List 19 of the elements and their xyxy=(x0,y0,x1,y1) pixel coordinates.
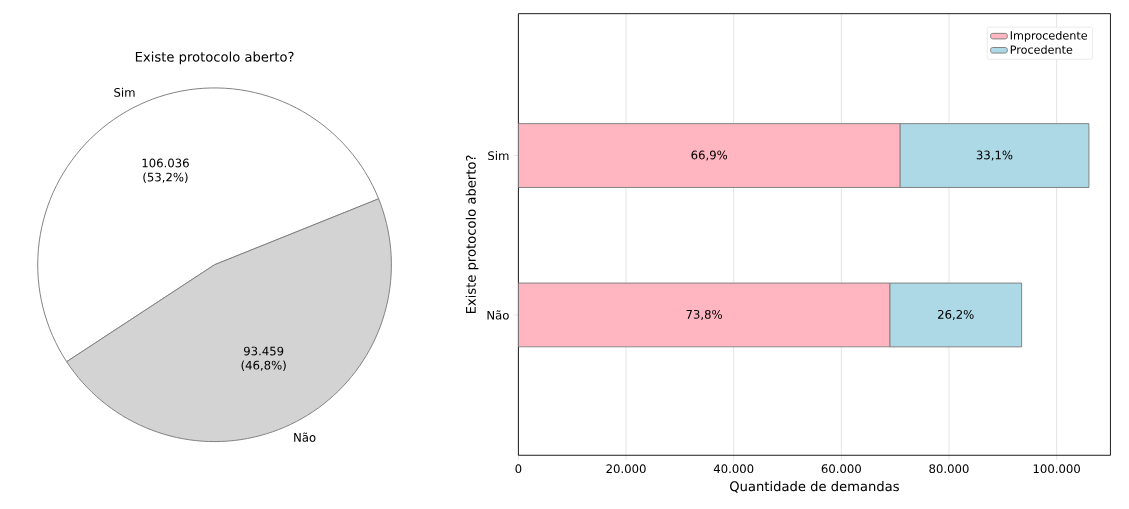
y-axis-title: Existe protocolo aberto? xyxy=(465,155,479,314)
annotation: 66,9% xyxy=(691,150,728,161)
chart-title: Existe protocolo aberto? xyxy=(135,51,294,65)
annotation: 26,2% xyxy=(938,309,974,320)
slice-label: Não xyxy=(294,432,316,442)
slice-label: Sim xyxy=(114,87,135,97)
legend-label: Procedente xyxy=(1010,45,1073,54)
annotation: 33,1% xyxy=(976,150,1013,161)
legend-label: Improcedente xyxy=(1010,31,1088,42)
x-tick-label: 20.000 xyxy=(606,464,646,474)
data-label: 93.459 (46,8%) xyxy=(241,346,286,371)
x-tick-label: 100.000 xyxy=(1033,464,1080,474)
x-tick-label: 60.000 xyxy=(821,464,861,474)
x-tick-label: 40.000 xyxy=(713,464,754,474)
x-tick-label: 80.000 xyxy=(929,464,969,474)
data-label: 106.036 (53,2%) xyxy=(142,158,189,183)
x-axis-title: Quantidade de demandas xyxy=(730,481,899,493)
x-tick-label: 0 xyxy=(515,464,522,474)
annotation: 73,8% xyxy=(686,309,722,320)
